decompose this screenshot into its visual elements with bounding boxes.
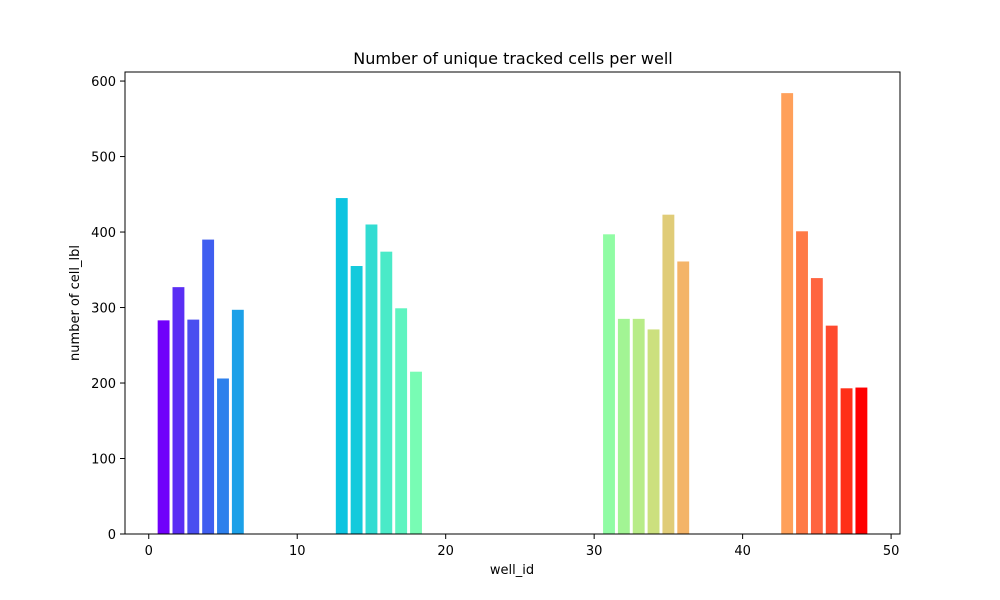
bar-well-18 [410,371,422,534]
bar-well-31 [603,234,615,534]
x-tick-label: 40 [734,544,751,559]
bar-well-44 [796,231,808,535]
x-tick-label: 0 [145,544,153,559]
x-axis-ticks: 0 10 20 30 40 50 [145,534,900,559]
y-tick-label: 500 [91,151,116,166]
bar-well-6 [231,309,244,534]
y-tick-label: 600 [91,75,116,90]
bar-well-14 [350,266,363,534]
bar-well-17 [395,308,408,534]
bar-well-3 [187,319,200,534]
bar-well-46 [825,325,838,534]
y-tick-label: 0 [108,528,116,543]
bar-well-2 [172,287,185,534]
x-tick-label: 20 [437,544,454,559]
plot-frame [124,71,901,535]
y-axis-ticks: 0 100 200 300 400 500 600 [91,75,125,543]
y-axis-title: number of cell_lbl [68,245,83,361]
chart-title: Number of unique tracked cells per well [353,49,673,68]
bar-well-4 [202,239,215,534]
bar-well-36 [677,261,690,534]
bar-well-34 [647,329,660,534]
x-tick-label: 50 [883,544,900,559]
bars-group [157,93,868,535]
bar-well-35 [662,214,675,535]
bar-well-48 [855,387,868,534]
bar-well-13 [335,198,348,534]
x-axis-title: well_id [490,563,534,578]
bar-well-16 [380,251,393,534]
x-tick-label: 10 [289,544,306,559]
bar-well-5 [217,378,229,534]
bar-well-45 [810,278,823,534]
bar-well-47 [840,388,853,534]
y-tick-label: 300 [91,302,116,317]
y-tick-label: 100 [91,453,116,468]
x-tick-label: 30 [586,544,603,559]
y-tick-label: 400 [91,226,116,241]
y-tick-label: 200 [91,377,116,392]
bar-well-33 [632,318,645,534]
bar-well-43 [781,93,794,534]
bar-well-15 [365,224,378,535]
bar-well-1 [157,320,170,534]
bar-well-32 [617,318,630,534]
